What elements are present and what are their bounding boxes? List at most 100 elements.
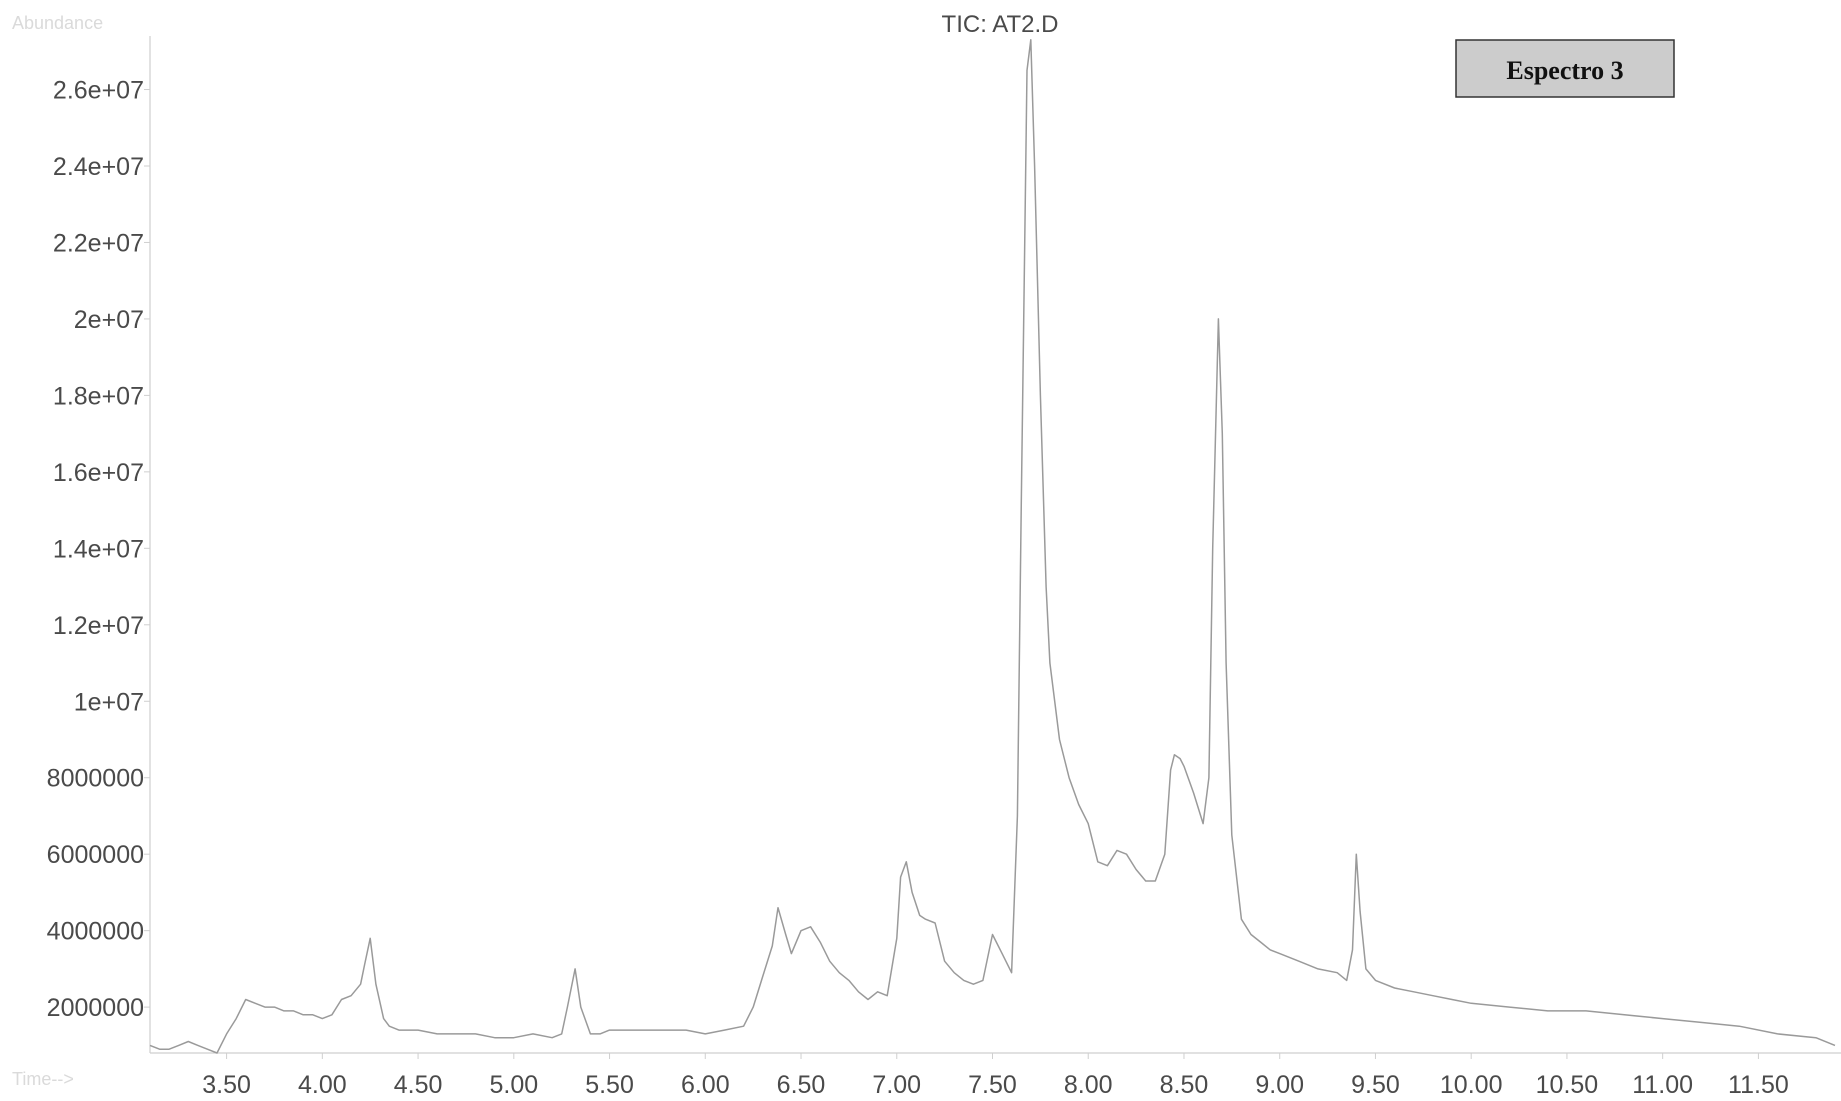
data-point bbox=[1096, 860, 1099, 863]
data-point bbox=[1661, 1017, 1664, 1020]
data-point bbox=[574, 967, 577, 970]
data-point bbox=[809, 925, 812, 928]
data-point bbox=[1173, 753, 1176, 756]
data-point bbox=[302, 1013, 305, 1016]
x-tick-label: 7.00 bbox=[872, 1071, 921, 1099]
data-point bbox=[196, 1044, 199, 1047]
data-point bbox=[1451, 998, 1454, 1001]
data-point bbox=[1169, 769, 1172, 772]
data-point bbox=[771, 944, 774, 947]
data-point bbox=[1225, 662, 1228, 665]
data-point bbox=[1116, 849, 1119, 852]
y-tick-label: 6000000 bbox=[47, 841, 144, 869]
data-point bbox=[962, 979, 965, 982]
data-point bbox=[1020, 509, 1023, 512]
data-point bbox=[1431, 994, 1434, 997]
data-point bbox=[761, 975, 764, 978]
x-tick-label: 8.50 bbox=[1160, 1071, 1209, 1099]
x-tick-label: 7.50 bbox=[968, 1071, 1017, 1099]
data-point bbox=[943, 960, 946, 963]
data-point bbox=[1700, 1021, 1703, 1024]
x-axis-ticks: 3.50 4.00 4.50 5.00 5.50 6.00 6.50 7.00 7.50 8.00… bbox=[202, 1053, 1789, 1099]
data-point bbox=[1393, 987, 1396, 990]
data-point bbox=[1814, 1036, 1817, 1039]
data-point bbox=[1144, 880, 1147, 883]
data-point bbox=[532, 1032, 535, 1035]
data-point bbox=[359, 983, 362, 986]
data-point bbox=[579, 1006, 582, 1009]
x-tick-label: 10.00 bbox=[1440, 1071, 1503, 1099]
data-point bbox=[704, 1032, 707, 1035]
series-layer bbox=[149, 39, 1837, 1055]
tic-series-line bbox=[149, 39, 1836, 1054]
data-point bbox=[1039, 394, 1042, 397]
data-point bbox=[1058, 738, 1061, 741]
data-point bbox=[886, 994, 889, 997]
data-point bbox=[1834, 1044, 1837, 1047]
data-point bbox=[1240, 918, 1243, 921]
data-point bbox=[918, 914, 921, 917]
x-tick-label: 5.50 bbox=[585, 1071, 634, 1099]
data-point bbox=[1026, 69, 1029, 72]
data-point bbox=[1192, 792, 1195, 795]
data-point bbox=[857, 990, 860, 993]
data-point bbox=[899, 876, 902, 879]
y-tick-label: 2e+07 bbox=[74, 306, 144, 334]
x-tick-label: 3.50 bbox=[202, 1071, 251, 1099]
data-point bbox=[493, 1036, 496, 1039]
data-point bbox=[1470, 1002, 1473, 1005]
data-point bbox=[1221, 432, 1224, 435]
data-point bbox=[369, 937, 372, 940]
data-point bbox=[474, 1032, 477, 1035]
data-point bbox=[742, 1025, 745, 1028]
y-tick-label: 1.2e+07 bbox=[53, 612, 144, 640]
data-point bbox=[1016, 815, 1019, 818]
data-point bbox=[1010, 971, 1013, 974]
x-tick-label: 4.50 bbox=[394, 1071, 443, 1099]
x-tick-label: 5.00 bbox=[489, 1071, 538, 1099]
y-axis-label: Abundance bbox=[12, 13, 103, 33]
chart-title: TIC: AT2.D bbox=[942, 11, 1059, 38]
data-point bbox=[455, 1032, 458, 1035]
data-point bbox=[876, 990, 879, 993]
data-point bbox=[1359, 910, 1362, 913]
x-tick-label: 11.00 bbox=[1632, 1071, 1693, 1099]
data-point bbox=[1278, 952, 1281, 955]
data-point bbox=[895, 937, 898, 940]
data-point bbox=[512, 1036, 515, 1039]
data-point bbox=[1048, 662, 1051, 665]
data-point bbox=[321, 1017, 324, 1020]
x-axis-label: Time--> bbox=[12, 1069, 74, 1089]
data-point bbox=[666, 1029, 669, 1032]
data-point bbox=[397, 1029, 400, 1032]
data-point bbox=[627, 1029, 630, 1032]
data-point bbox=[1001, 952, 1004, 955]
data-point bbox=[225, 1032, 228, 1035]
data-point bbox=[1412, 990, 1415, 993]
data-point bbox=[149, 1044, 152, 1047]
data-point bbox=[363, 964, 366, 967]
data-point bbox=[1106, 864, 1109, 867]
data-point bbox=[417, 1029, 420, 1032]
data-point bbox=[1179, 757, 1182, 760]
data-point bbox=[819, 941, 822, 944]
data-point bbox=[1623, 1013, 1626, 1016]
data-point bbox=[1045, 585, 1048, 588]
data-point bbox=[216, 1052, 219, 1055]
x-tick-label: 10.50 bbox=[1536, 1071, 1599, 1099]
data-point bbox=[436, 1032, 439, 1035]
data-point bbox=[340, 998, 343, 1001]
data-point bbox=[800, 929, 803, 932]
y-tick-label: 8000000 bbox=[47, 765, 144, 793]
data-point bbox=[1087, 822, 1090, 825]
data-point bbox=[1202, 822, 1205, 825]
data-point bbox=[374, 983, 377, 986]
y-tick-label: 1.4e+07 bbox=[53, 535, 144, 563]
data-point bbox=[206, 1048, 209, 1051]
data-point bbox=[388, 1025, 391, 1028]
data-point bbox=[407, 1029, 410, 1032]
y-tick-label: 1e+07 bbox=[74, 688, 144, 716]
data-point bbox=[589, 1032, 592, 1035]
x-tick-label: 8.00 bbox=[1064, 1071, 1113, 1099]
